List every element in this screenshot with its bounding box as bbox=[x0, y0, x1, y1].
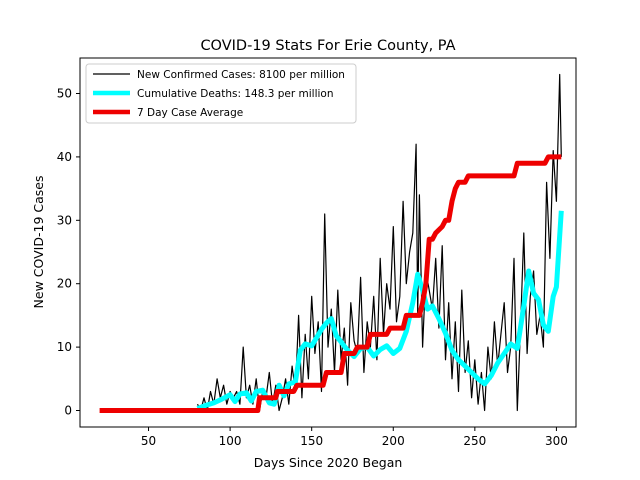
y-tick-label: 10 bbox=[57, 340, 72, 354]
legend-label-average: 7 Day Case Average bbox=[137, 107, 243, 119]
y-tick-label: 50 bbox=[57, 87, 72, 101]
y-tick-label: 30 bbox=[57, 213, 72, 227]
x-tick-label: 50 bbox=[141, 434, 156, 448]
legend-label-deaths: Cumulative Deaths: 148.3 per million bbox=[137, 88, 334, 100]
y-tick-label: 40 bbox=[57, 150, 72, 164]
legend: New Confirmed Cases: 8100 per million Cu… bbox=[85, 63, 357, 124]
chart-title: COVID-19 Stats For Erie County, PA bbox=[200, 38, 455, 54]
legend-label-cases: New Confirmed Cases: 8100 per million bbox=[137, 69, 345, 81]
y-axis-label: New COVID-19 Cases bbox=[31, 176, 46, 309]
y-axis-ticks: 0 10 20 30 40 50 bbox=[57, 87, 80, 418]
legend-box bbox=[85, 63, 357, 124]
x-tick-label: 300 bbox=[545, 434, 568, 448]
y-tick-label: 20 bbox=[57, 277, 72, 291]
series-line-cumulative-deaths bbox=[196, 210, 564, 411]
x-axis-ticks: 50 100 150 200 250 300 bbox=[141, 427, 568, 448]
x-tick-label: 150 bbox=[300, 434, 323, 448]
y-tick-label: 0 bbox=[64, 404, 72, 418]
x-tick-label: 250 bbox=[463, 434, 486, 448]
series-layer bbox=[99, 73, 564, 413]
x-axis-label: Days Since 2020 Began bbox=[254, 455, 403, 470]
x-tick-label: 100 bbox=[219, 434, 242, 448]
x-tick-label: 200 bbox=[382, 434, 405, 448]
series-line-7-day-average bbox=[99, 154, 562, 413]
plot-frame bbox=[79, 57, 577, 428]
